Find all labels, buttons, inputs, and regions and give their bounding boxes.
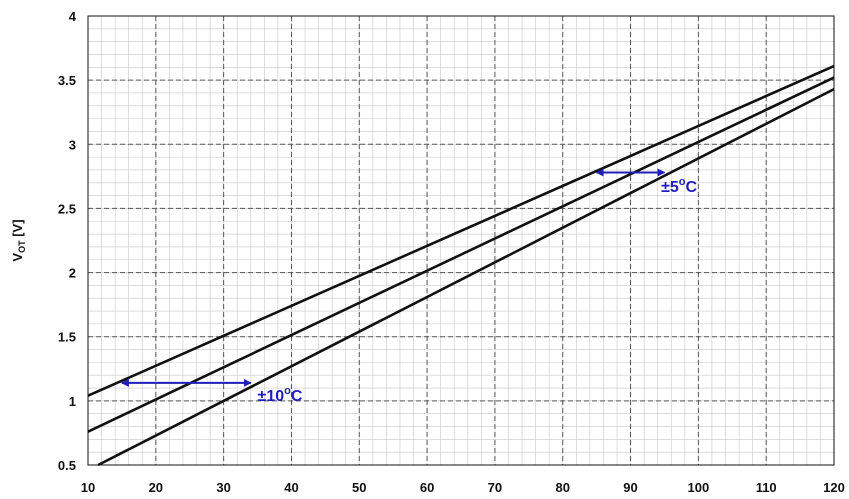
y-axis-label-main: V: [10, 253, 25, 262]
annotation-layer: ±10oC±5oC: [120, 168, 697, 405]
x-tick-label: 90: [623, 480, 637, 495]
x-tick-label: 30: [216, 480, 230, 495]
y-tick-label: 2.5: [58, 201, 76, 216]
x-tick-label: 40: [284, 480, 298, 495]
x-tick-label: 120: [823, 480, 845, 495]
x-tick-label: 10: [81, 480, 95, 495]
y-tick-label: 3: [69, 137, 76, 152]
x-tick-label: 20: [149, 480, 163, 495]
x-tick-label: 50: [352, 480, 366, 495]
annotation-label-unit: C: [291, 388, 303, 405]
y-tick-label: 3.5: [58, 73, 76, 88]
plot-frame: [87, 15, 835, 466]
series-line-2: [87, 76, 835, 433]
x-tick-label: 100: [688, 480, 710, 495]
y-axis-label-sub: OT: [17, 240, 27, 253]
series-line-3: [97, 87, 835, 467]
annotation-label-1: ±10oC: [258, 385, 303, 405]
x-tick-label: 70: [488, 480, 502, 495]
x-tick-label: 80: [555, 480, 569, 495]
y-axis-label-unit: [V]: [10, 219, 25, 240]
series-layer: [87, 64, 835, 467]
annotation-label-value: ±10: [258, 388, 285, 405]
y-tick-label: 1: [69, 394, 76, 409]
annotation-label-2: ±5oC: [661, 176, 697, 196]
annotation-label-degree: o: [679, 176, 686, 188]
y-tick-labels: 0.5 1 1.5 2 2.5 3 3.5 4: [58, 9, 77, 473]
x-tick-labels: 10 20 30 40 50 60 70 80 90 100 110 120: [81, 480, 845, 495]
annotation-label-unit: C: [685, 179, 697, 196]
annotation-label-degree: o: [284, 385, 291, 397]
y-tick-label: 2: [69, 266, 76, 281]
y-axis-label: VOT [V]: [10, 219, 27, 261]
x-tick-label: 110: [756, 480, 777, 495]
series-line-1: [87, 64, 835, 397]
x-tick-label: 60: [420, 480, 434, 495]
annotation-label-value: ±5: [661, 179, 679, 196]
major-grid: [87, 15, 835, 466]
y-tick-label: 1.5: [58, 330, 76, 345]
minor-grid: [87, 15, 835, 466]
y-tick-label: 0.5: [58, 458, 76, 473]
y-tick-label: 4: [69, 9, 77, 24]
